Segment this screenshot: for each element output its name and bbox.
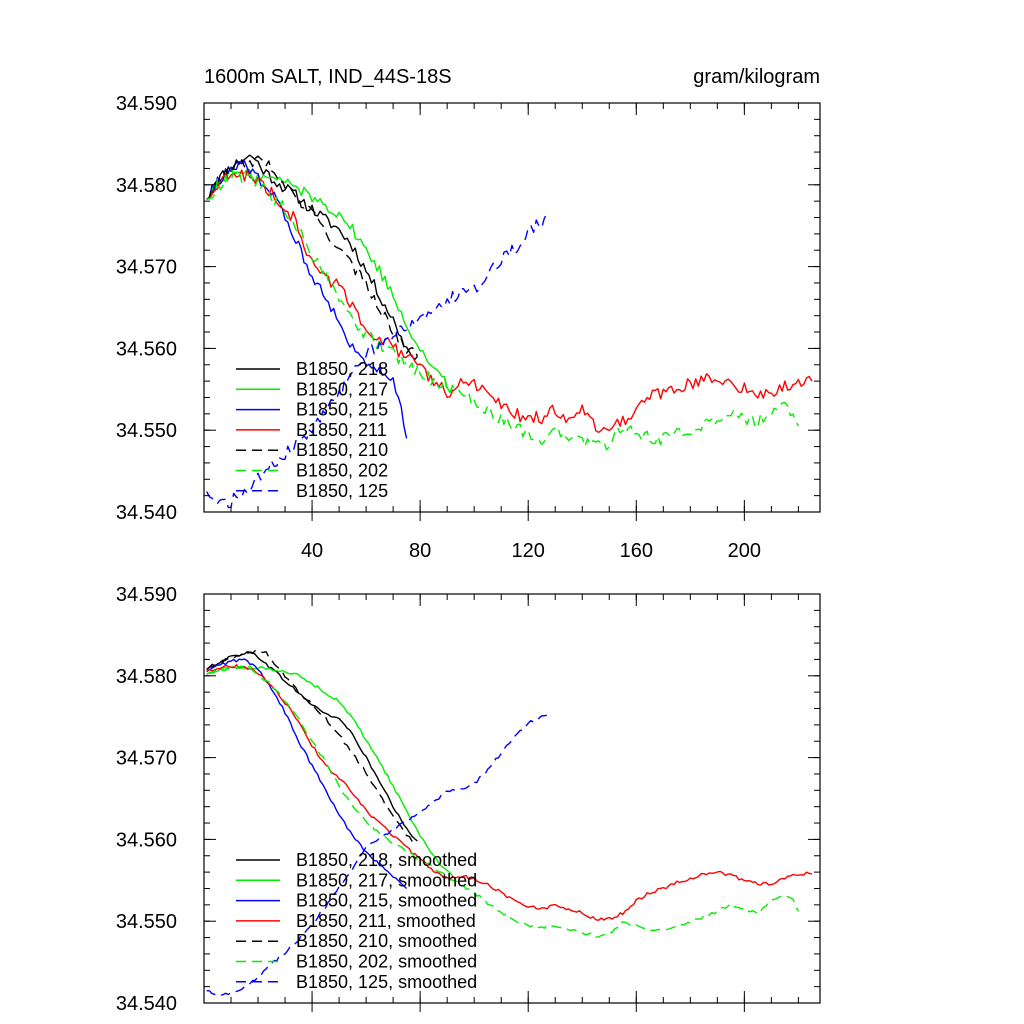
series-line — [206, 714, 548, 997]
y-tick-label: 34.580 — [116, 175, 177, 197]
legend-label: B1850, 202, smoothed — [296, 952, 477, 972]
bottom-panel: 34.540 34.550 34.560 34.570 34.580 34.590 B185… — [116, 584, 821, 1015]
legend-label: B1850, 210, smoothed — [296, 931, 477, 951]
series-line — [206, 658, 408, 890]
y-tick-label: 34.560 — [116, 338, 177, 360]
x-tick-label: 120 — [512, 540, 545, 562]
chart-title: 1600m SALT, IND_44S-18S — [204, 66, 452, 88]
legend-label: B1850, 218 — [296, 359, 388, 379]
y-tick-label: 34.580 — [116, 666, 177, 688]
legend-label: B1850, 218, smoothed — [296, 850, 477, 870]
x-tick-label: 80 — [409, 540, 431, 562]
series-group — [206, 154, 813, 509]
legend-label: B1850, 215 — [296, 400, 388, 420]
series-line — [206, 155, 419, 357]
y-tick-label: 34.570 — [116, 748, 177, 770]
legend-label: B1850, 215, smoothed — [296, 891, 477, 911]
y-tick-label: 34.540 — [116, 502, 177, 524]
series-line — [206, 169, 813, 433]
series-line — [206, 154, 418, 361]
y-tick-label: 34.560 — [116, 829, 177, 851]
legend-label: B1850, 217 — [296, 379, 388, 399]
series-line — [206, 664, 812, 921]
legend-label: B1850, 211, smoothed — [296, 911, 476, 931]
series-group — [206, 649, 812, 997]
legend-label: B1850, 211 — [296, 420, 387, 440]
y-tick-label: 34.590 — [116, 584, 177, 606]
plot-frame — [203, 102, 821, 513]
series-line — [206, 169, 800, 451]
y-tick-label: 34.540 — [116, 993, 177, 1015]
legend-label: B1850, 217, smoothed — [296, 870, 477, 890]
top-panel: 34.540 34.550 34.560 34.570 34.580 34.590 40 80… — [116, 93, 821, 562]
x-tick-label: 40 — [301, 540, 323, 562]
series-line — [206, 649, 418, 845]
chart-units: gram/kilogram — [693, 66, 820, 88]
y-tick-label: 34.550 — [116, 420, 177, 442]
plot-frame — [203, 593, 821, 1004]
series-line — [206, 665, 454, 877]
series-line — [206, 213, 548, 509]
legend-label: B1850, 202 — [296, 461, 388, 481]
series-line — [206, 160, 408, 439]
series-line — [206, 665, 800, 938]
x-tick-label: 160 — [620, 540, 653, 562]
legend-label: B1850, 125, smoothed — [296, 972, 477, 992]
legend-label: B1850, 125 — [296, 481, 388, 501]
y-tick-label: 34.570 — [116, 257, 177, 279]
y-tick-label: 34.590 — [116, 93, 177, 115]
x-tick-label: 200 — [728, 540, 761, 562]
legend-label: B1850, 210 — [296, 440, 388, 460]
y-tick-label: 34.550 — [116, 911, 177, 933]
